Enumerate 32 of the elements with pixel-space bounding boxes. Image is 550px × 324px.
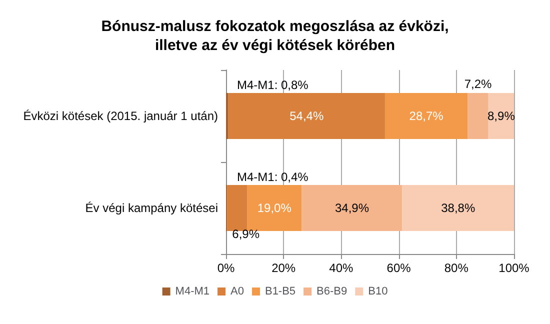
data-label: 19,0% xyxy=(257,201,292,215)
data-label: 6,9% xyxy=(232,227,260,241)
x-tick-label: 0% xyxy=(217,261,235,275)
legend-label: M4-M1 xyxy=(175,286,210,298)
bar xyxy=(228,93,385,139)
legend-label: B6-B9 xyxy=(316,286,348,298)
x-tick-label: 20% xyxy=(272,261,296,275)
bar xyxy=(488,93,514,139)
x-tick-label: 60% xyxy=(386,261,412,275)
data-label: M4-M1: 0,8% xyxy=(237,78,309,92)
bar xyxy=(247,185,302,231)
x-tick-label: 80% xyxy=(444,261,469,275)
legend-label: B10 xyxy=(368,286,388,298)
chart-title: Bónusz-malusz fokozatok megoszlása az évközi, illetve az év végi kötések körében xyxy=(101,18,449,54)
bar xyxy=(468,93,488,139)
data-label: 8,9% xyxy=(488,109,516,123)
data-label: 38,8% xyxy=(441,201,476,215)
data-label: 34,9% xyxy=(334,201,370,215)
bar xyxy=(402,185,514,231)
y-tick-label: Év végi kampány kötései xyxy=(85,201,218,215)
bar xyxy=(384,93,468,139)
bar xyxy=(302,185,402,231)
x-tick-label: 100% xyxy=(498,261,530,275)
data-label: 54,4% xyxy=(290,109,324,123)
y-tick-label: Évközi kötések (2015. január 1 után) xyxy=(23,109,218,123)
data-label: 7,2% xyxy=(464,77,492,91)
legend-label: A0 xyxy=(230,286,244,298)
data-label: M4-M1: 0,4% xyxy=(237,170,309,184)
x-tick-label: 40% xyxy=(329,261,354,275)
data-label: 28,7% xyxy=(409,109,444,123)
bar xyxy=(227,185,248,231)
legend-label: B1-B5 xyxy=(264,286,296,298)
